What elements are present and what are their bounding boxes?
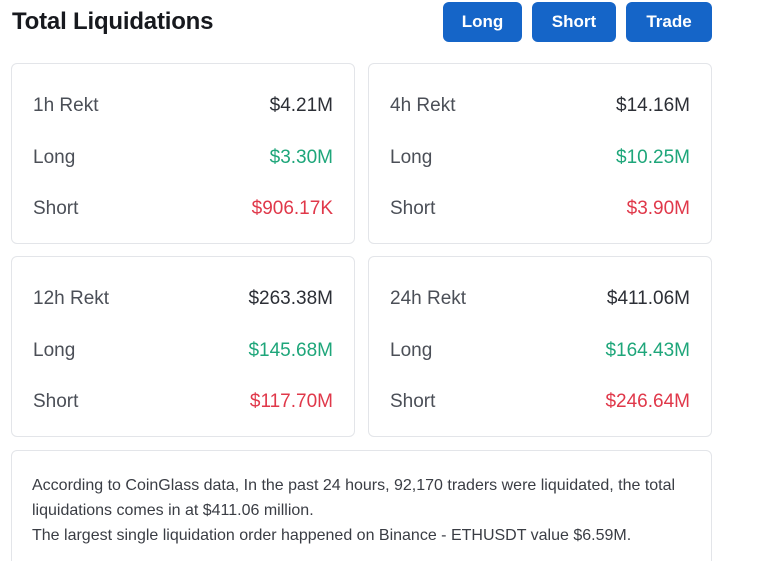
long-label: Long [33,340,76,361]
short-row: Short $117.70M [33,389,333,415]
short-label: Short [33,391,79,412]
short-value: $906.17K [251,198,333,219]
total-value: $411.06M [606,288,690,309]
page-title: Total Liquidations [12,8,214,35]
card-24h-rekt: 24h Rekt $411.06M Long $164.43M Short $2… [368,256,712,437]
total-value: $14.16M [616,95,690,116]
card-title: 12h Rekt [33,288,110,309]
total-value: $4.21M [269,95,333,116]
short-value: $3.90M [626,198,690,219]
short-label: Short [33,198,79,219]
short-row: Short $906.17K [33,196,333,222]
long-row: Long $3.30M [33,145,333,171]
short-button[interactable]: Short [532,2,616,42]
largest-order-text: The largest single liquidation order hap… [32,527,632,544]
long-value: $3.30M [269,147,333,168]
card-4h-rekt: 4h Rekt $14.16M Long $10.25M Short $3.90… [368,63,712,244]
total-row: 12h Rekt $263.38M [33,286,333,312]
total-row: 1h Rekt $4.21M [33,93,333,119]
long-button[interactable]: Long [443,2,522,42]
card-title: 1h Rekt [33,95,99,116]
summary-box: According to CoinGlass data, In the past… [11,450,712,561]
card-title: 24h Rekt [390,288,467,309]
long-label: Long [390,340,433,361]
card-title: 4h Rekt [390,95,456,116]
card-1h-rekt: 1h Rekt $4.21M Long $3.30M Short $906.17… [11,63,355,244]
short-row: Short $3.90M [390,196,690,222]
long-value: $164.43M [605,340,690,361]
short-value: $246.64M [605,391,690,412]
trade-button[interactable]: Trade [626,2,712,42]
long-row: Long $145.68M [33,338,333,364]
long-value: $10.25M [616,147,690,168]
total-row: 4h Rekt $14.16M [390,93,690,119]
long-value: $145.68M [248,340,333,361]
short-row: Short $246.64M [390,389,690,415]
long-row: Long $164.43M [390,338,690,364]
total-row: 24h Rekt $411.06M [390,286,690,312]
short-value: $117.70M [249,391,333,412]
long-row: Long $10.25M [390,145,690,171]
short-label: Short [390,391,436,412]
long-label: Long [33,147,76,168]
short-label: Short [390,198,436,219]
summary-text: According to CoinGlass data, In the past… [32,477,676,519]
card-12h-rekt: 12h Rekt $263.38M Long $145.68M Short $1… [11,256,355,437]
total-value: $263.38M [248,288,333,309]
long-label: Long [390,147,433,168]
